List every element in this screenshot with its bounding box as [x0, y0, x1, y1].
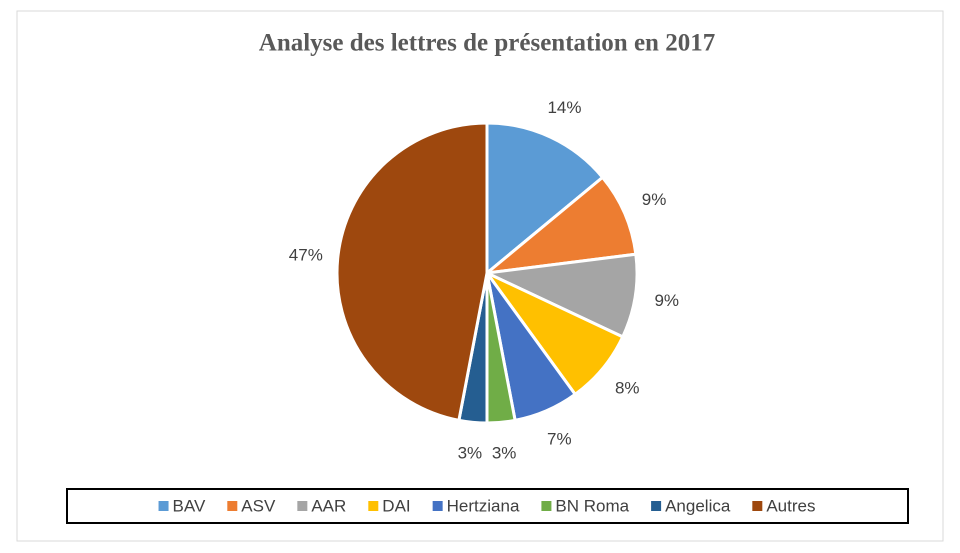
data-label: 14% [547, 98, 581, 117]
legend-swatch [368, 501, 379, 511]
data-label: 8% [615, 378, 640, 397]
legend-swatch [752, 501, 763, 511]
legend-label: Angelica [665, 496, 731, 515]
legend-box [66, 488, 909, 524]
legend-label: Hertziana [447, 496, 520, 515]
pie-slice [485, 121, 605, 277]
data-label: 3% [492, 444, 517, 463]
pie-slice [335, 121, 489, 423]
legend-label: AAR [311, 496, 346, 515]
data-label: 47% [289, 245, 323, 264]
legend-label: Autres [766, 496, 815, 515]
legend-swatch [541, 501, 552, 511]
legend-swatch [158, 501, 169, 511]
data-label: 9% [642, 190, 667, 209]
pie-slice [482, 175, 638, 276]
data-label: 3% [458, 444, 483, 463]
legend-label: DAI [382, 496, 410, 515]
data-label: 9% [654, 291, 679, 310]
legend-swatch [297, 501, 308, 511]
legend-label: BAV [173, 496, 206, 515]
legend-swatch [651, 501, 662, 511]
chart-title: Analyse des lettres de présentation en 2… [259, 30, 715, 57]
legend-label: BN Roma [555, 496, 629, 515]
data-label: 7% [547, 430, 572, 449]
legend-label: ASV [241, 496, 276, 515]
legend-swatch [432, 501, 443, 511]
pie-slice [481, 252, 639, 339]
legend-swatch [227, 501, 238, 511]
